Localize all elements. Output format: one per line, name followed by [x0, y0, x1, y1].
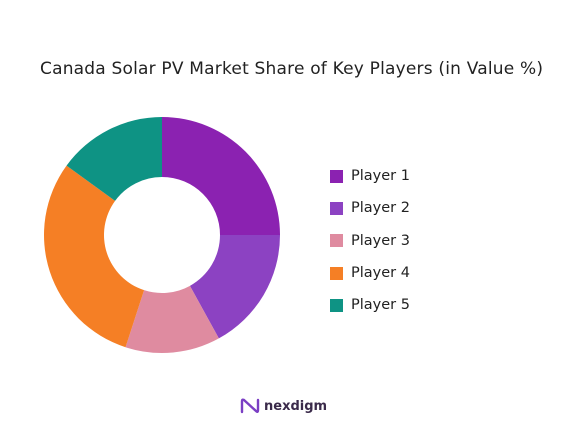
- donut-slices: [43, 117, 280, 353]
- legend-label: Player 3: [351, 232, 410, 249]
- legend-item-player-5: Player 5: [330, 289, 410, 321]
- legend-swatch: [330, 234, 343, 248]
- brand-name: nexdigm: [264, 398, 328, 414]
- legend-label: Player 2: [351, 200, 410, 217]
- nexdigm-n-logo-icon: [240, 398, 260, 414]
- chart-title: Canada Solar PV Market Share of Key Play…: [40, 59, 544, 79]
- legend-swatch: [330, 266, 343, 280]
- donut-slice-4: [43, 165, 145, 348]
- legend-swatch: [330, 298, 343, 312]
- donut-slice-5: [66, 117, 162, 201]
- legend-swatch: [330, 169, 343, 183]
- legend-item-player-4: Player 4: [330, 257, 410, 289]
- legend-label: Player 5: [351, 297, 410, 314]
- legend-label: Player 1: [351, 168, 410, 185]
- donut-slice-2: [189, 235, 280, 339]
- donut-slice-3: [125, 285, 219, 353]
- legend-label: Player 4: [351, 265, 410, 282]
- legend-item-player-3: Player 3: [330, 225, 410, 257]
- legend-item-player-1: Player 1: [330, 160, 410, 192]
- brand-logo: nexdigm: [240, 397, 327, 415]
- legend-swatch: [330, 201, 343, 215]
- legend-item-player-2: Player 2: [330, 192, 410, 224]
- donut-slice-1: [162, 117, 280, 235]
- chart-legend: Player 1 Player 2 Player 3 Player 4 Play…: [330, 160, 410, 321]
